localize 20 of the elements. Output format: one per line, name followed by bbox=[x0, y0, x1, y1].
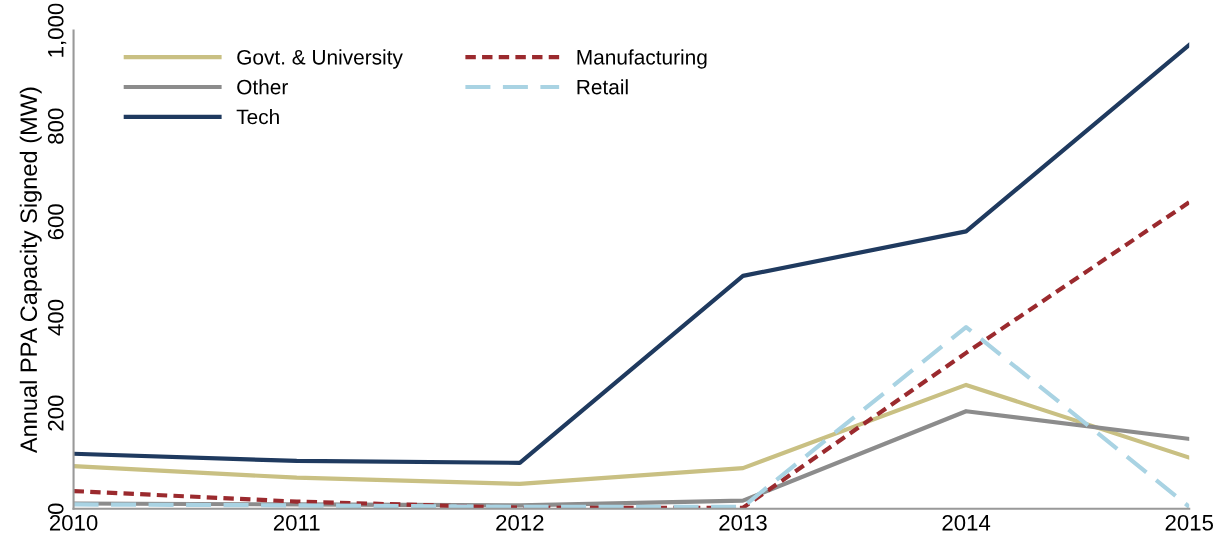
x-tick-label: 2010 bbox=[49, 514, 98, 531]
y-tick-label: 400 bbox=[47, 299, 64, 336]
x-tick-label: 2014 bbox=[942, 514, 991, 531]
x-tick-label: 2011 bbox=[273, 514, 320, 531]
legend-label: Retail bbox=[577, 79, 628, 95]
x-tick-label: 2012 bbox=[496, 514, 544, 531]
legend-label: Govt. & University bbox=[237, 49, 403, 69]
legend-label: Tech bbox=[236, 109, 279, 125]
legend-label: Other bbox=[237, 79, 288, 95]
y-tick-label: 0 bbox=[47, 503, 64, 515]
y-tick-label: 800 bbox=[47, 108, 64, 144]
line-series bbox=[73, 42, 1190, 465]
legend-label: Manufacturing bbox=[577, 49, 707, 69]
x-tick-label: 2013 bbox=[719, 514, 767, 531]
y-axis-title: Annual PPA Capacity Signed (MW) bbox=[19, 87, 42, 454]
x-tick-label: 2015 bbox=[1165, 514, 1214, 531]
line-series bbox=[73, 382, 1190, 486]
y-tick-label: 200 bbox=[47, 395, 64, 431]
y-tick-label: 1,000 bbox=[47, 3, 67, 57]
y-tick-label: 600 bbox=[47, 204, 64, 240]
